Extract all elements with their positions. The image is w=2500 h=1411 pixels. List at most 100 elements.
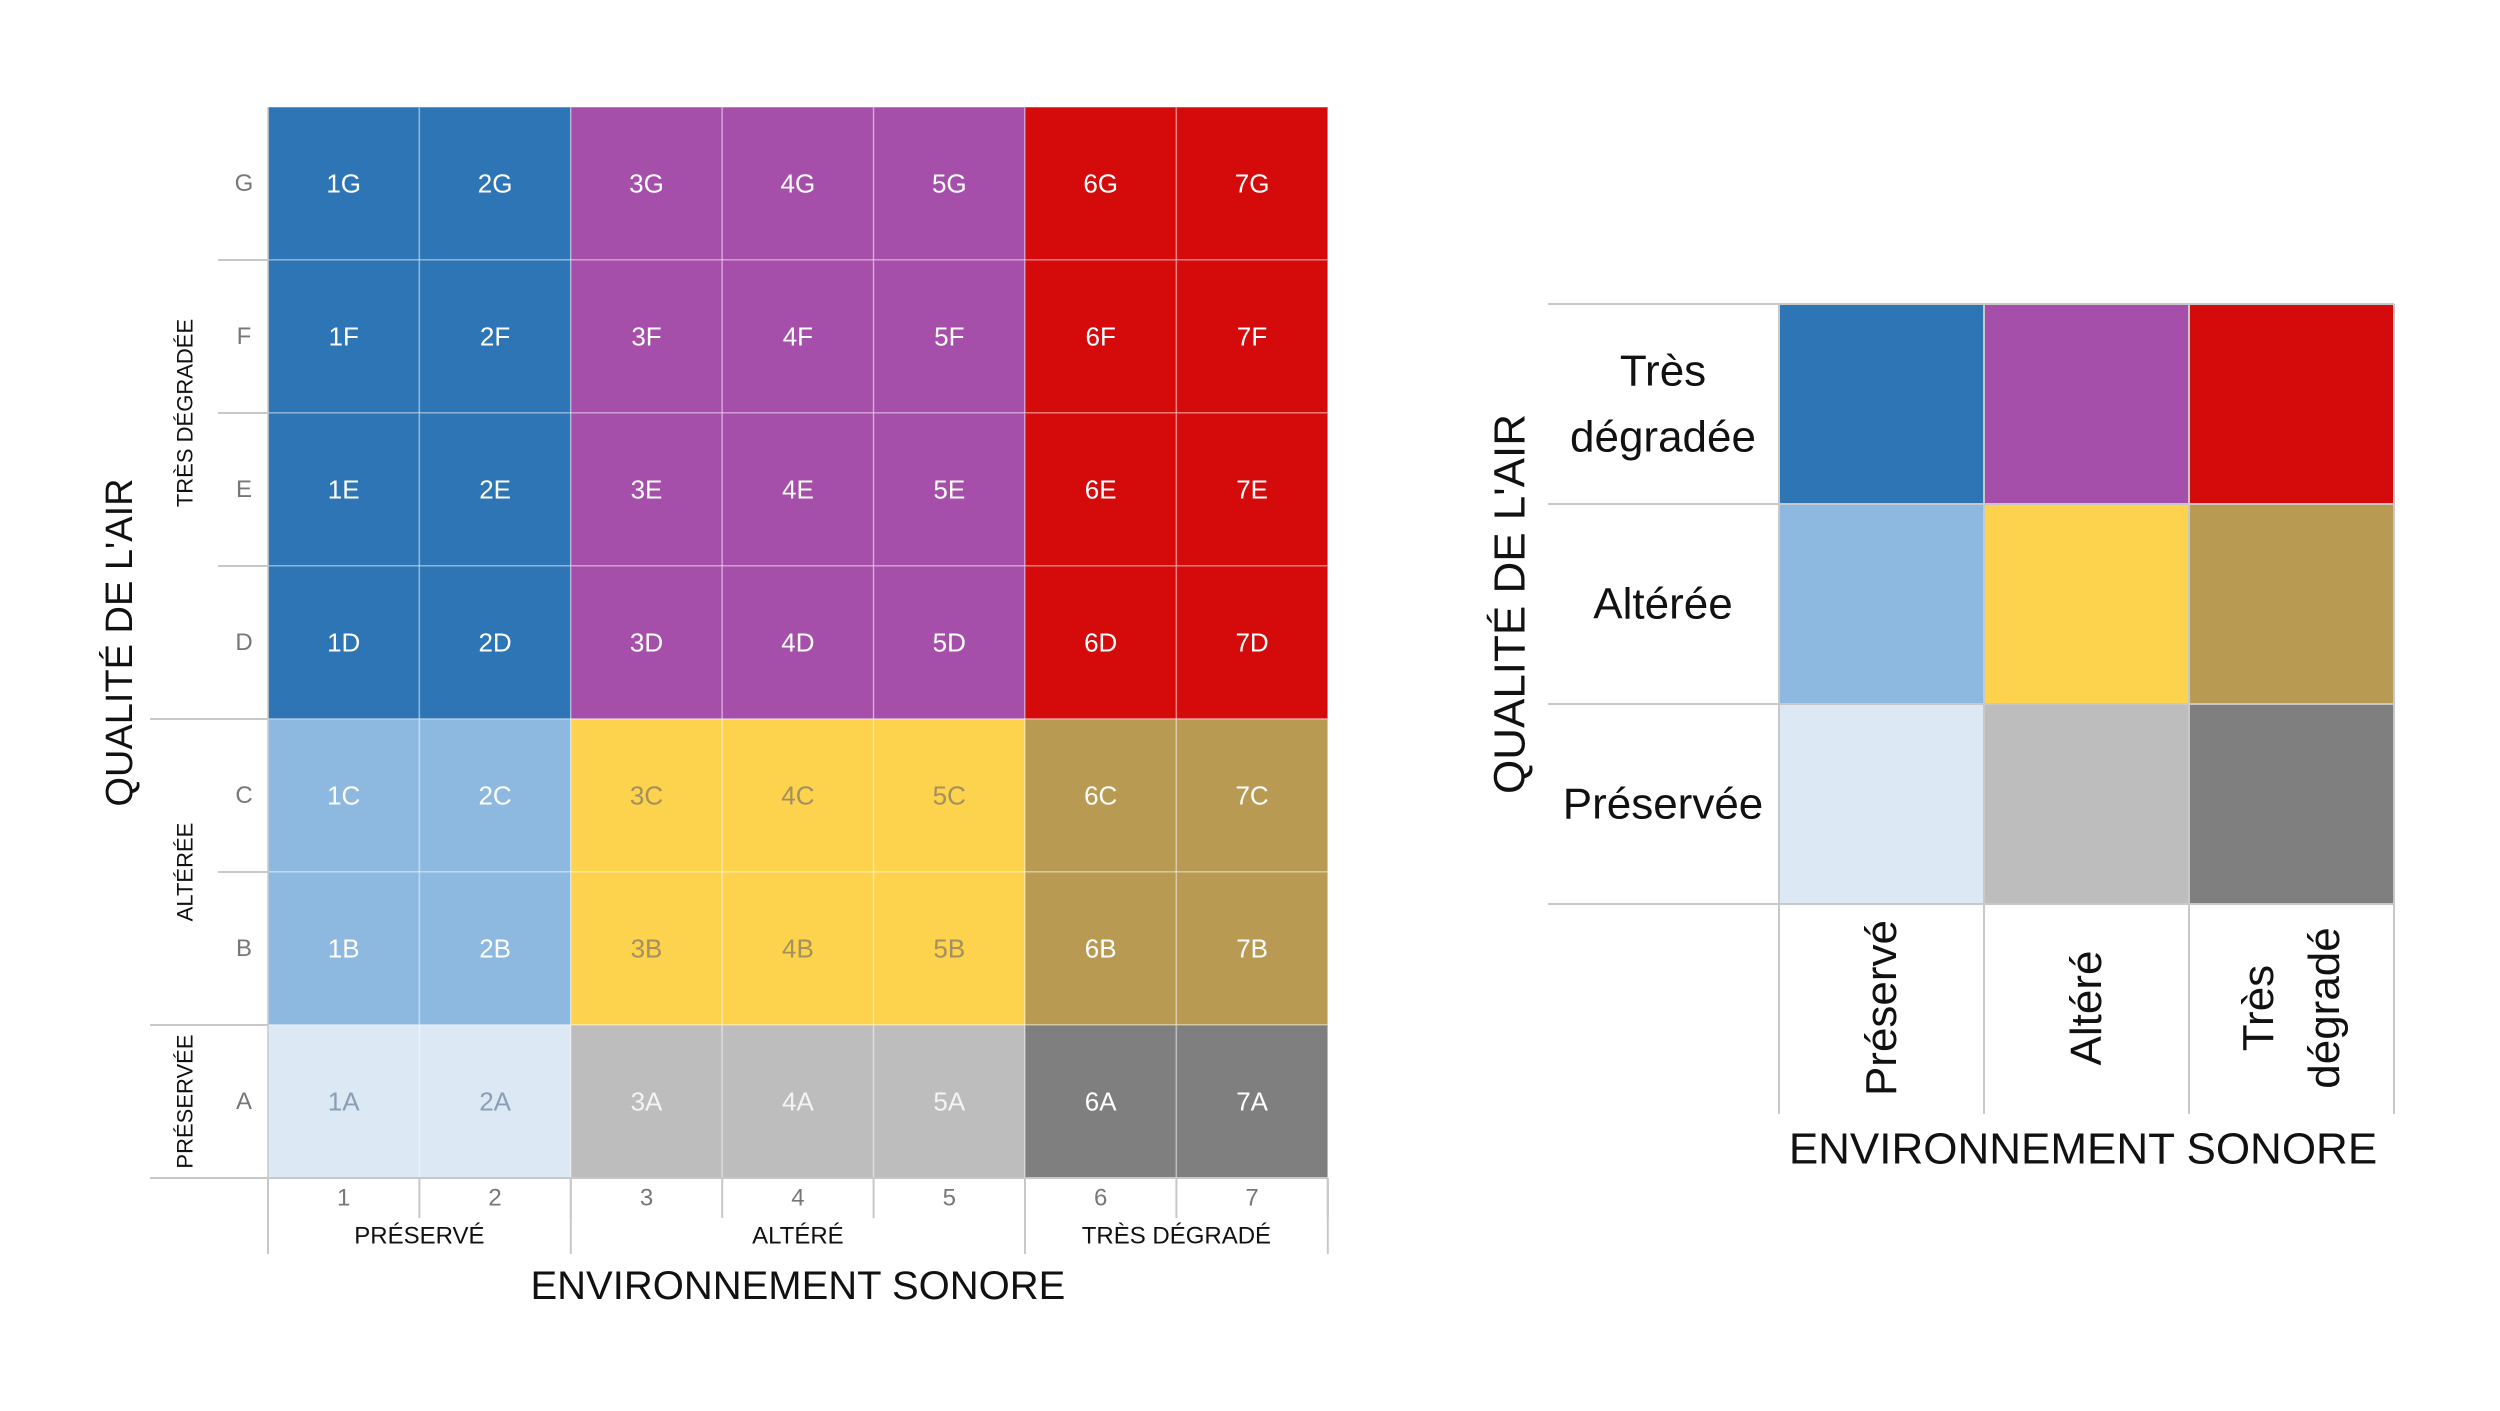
col-group-label: PRÉSERVÉ <box>354 1223 484 1250</box>
cell-label-1E: 1E <box>328 475 360 505</box>
legend-cell-blue_dark <box>1779 304 1984 504</box>
legend-cell-blue_light <box>1779 504 1984 704</box>
legend-col-label: Préservé <box>1857 920 1906 1096</box>
matrix-cell-4E <box>721 412 875 567</box>
legend-cell-red <box>2189 304 2394 504</box>
cell-label-6C: 6C <box>1084 781 1117 811</box>
matrix-cell-4D <box>721 565 875 720</box>
cell-label-2D: 2D <box>478 628 511 658</box>
cell-label-7E: 7E <box>1236 475 1268 505</box>
cell-label-1D: 1D <box>327 628 360 658</box>
matrix-cell-2G <box>418 106 572 261</box>
matrix-cell-6E <box>1024 412 1178 567</box>
row-letter-C: C <box>235 782 252 809</box>
cell-label-3G: 3G <box>629 169 664 199</box>
matrix-cell-7F <box>1175 259 1329 414</box>
legend-row-label: Très <box>1620 347 1706 396</box>
matrix-cell-7A <box>1175 1024 1329 1179</box>
matrix-cell-3A <box>570 1024 723 1179</box>
matrix-cell-6G <box>1024 106 1178 261</box>
cell-label-4F: 4F <box>783 322 813 352</box>
cell-label-5C: 5C <box>933 781 966 811</box>
matrix-cell-6A <box>1024 1024 1178 1179</box>
legend-cell-grey_light <box>1984 704 2189 904</box>
cell-label-7D: 7D <box>1235 628 1268 658</box>
matrix-cell-1B <box>267 871 421 1026</box>
row-letter-B: B <box>236 935 252 962</box>
matrix-cell-1G <box>267 106 421 261</box>
matrix-cell-5G <box>872 106 1026 261</box>
matrix-cell-2D <box>418 565 572 720</box>
cell-label-1C: 1C <box>327 781 360 811</box>
row-letter-D: D <box>235 629 252 656</box>
matrix-cell-1A <box>267 1024 421 1179</box>
matrix-cell-5E <box>872 412 1026 567</box>
matrix-cell-7B <box>1175 871 1329 1026</box>
row-letter-E: E <box>236 476 252 503</box>
cell-label-7G: 7G <box>1235 169 1270 199</box>
legend-cell-purple <box>1984 304 2189 504</box>
cell-label-6B: 6B <box>1085 934 1117 964</box>
matrix-cell-2B <box>418 871 572 1026</box>
matrix-cell-3E <box>570 412 723 567</box>
legend-row-label: dégradée <box>1570 413 1756 462</box>
col-number-5: 5 <box>943 1185 956 1212</box>
row-group-label: ALTÉRÉE <box>173 823 198 922</box>
matrix-cell-6D <box>1024 565 1178 720</box>
cell-label-4A: 4A <box>782 1087 814 1117</box>
matrix-cell-2E <box>418 412 572 567</box>
legend-cell-gold <box>2189 504 2394 704</box>
cell-label-5B: 5B <box>933 934 965 964</box>
cell-label-7F: 7F <box>1237 322 1267 352</box>
legend-y-title: QUALITÉ DE L'AIR <box>1486 414 1535 794</box>
row-letter-F: F <box>237 323 252 350</box>
row-group-label: PRÉSERVÉE <box>173 1034 198 1168</box>
cell-label-7A: 7A <box>1236 1087 1268 1117</box>
matrix-cell-3D <box>570 565 723 720</box>
matrix-cell-5B <box>872 871 1026 1026</box>
matrix-cell-7E <box>1175 412 1329 567</box>
cell-label-1G: 1G <box>326 169 361 199</box>
matrix-cell-3B <box>570 871 723 1026</box>
col-number-6: 6 <box>1094 1185 1107 1212</box>
cell-label-2C: 2C <box>478 781 511 811</box>
cell-label-1B: 1B <box>328 934 360 964</box>
matrix-cell-6F <box>1024 259 1178 414</box>
cell-label-4G: 4G <box>781 169 816 199</box>
cell-label-6G: 6G <box>1083 169 1118 199</box>
legend-col-label: Très <box>2234 965 2283 1051</box>
matrix-cell-5A <box>872 1024 1026 1179</box>
cell-label-3F: 3F <box>631 322 661 352</box>
cell-label-5A: 5A <box>933 1087 965 1117</box>
matrix-cell-3C <box>570 718 723 873</box>
row-letter-G: G <box>235 170 254 197</box>
cell-label-3D: 3D <box>630 628 663 658</box>
cell-label-1A: 1A <box>328 1087 360 1117</box>
y-axis-title: QUALITÉ DE L'AIR <box>98 478 141 806</box>
cell-label-4D: 4D <box>781 628 814 658</box>
cell-label-2F: 2F <box>480 322 510 352</box>
cell-label-5G: 5G <box>932 169 967 199</box>
cell-label-2E: 2E <box>479 475 511 505</box>
cell-label-2B: 2B <box>479 934 511 964</box>
cell-label-3E: 3E <box>631 475 663 505</box>
summary-matrix: Très dégradée Altérée Préservée Préservé Alté… <box>1486 303 2395 1174</box>
matrix-cell-4G <box>721 106 875 261</box>
col-number-7: 7 <box>1245 1185 1258 1212</box>
matrix-cell-1E <box>267 412 421 567</box>
col-number-1: 1 <box>337 1185 350 1212</box>
col-number-4: 4 <box>791 1185 804 1212</box>
matrix-cell-1C <box>267 718 421 873</box>
legend-col-label: Altéré <box>2062 951 2111 1066</box>
cell-label-3B: 3B <box>631 934 663 964</box>
cell-label-1F: 1F <box>329 322 359 352</box>
col-number-2: 2 <box>488 1185 501 1212</box>
col-number-3: 3 <box>640 1185 653 1212</box>
legend-row-label: Altérée <box>1593 580 1732 629</box>
matrix-cell-1D <box>267 565 421 720</box>
cell-label-4E: 4E <box>782 475 814 505</box>
matrix-cell-4B <box>721 871 875 1026</box>
cell-label-2G: 2G <box>478 169 513 199</box>
legend-cell-grey_dark <box>2189 704 2394 904</box>
